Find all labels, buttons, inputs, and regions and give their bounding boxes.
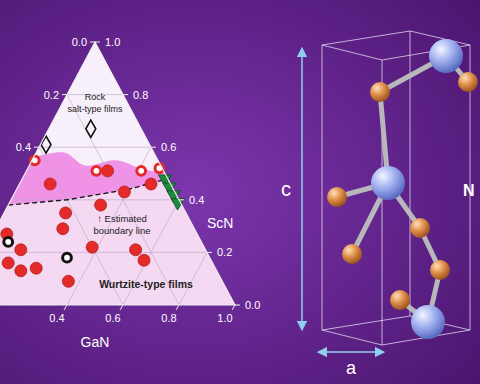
grid-line [11,199,179,200]
grid-line [0,252,207,253]
tick-label: 0.6 [105,312,120,324]
tick-label: 0.8 [133,89,148,101]
data-point [86,241,98,253]
atom-large [411,305,445,339]
tick [151,147,156,148]
cell-edge [322,316,410,330]
data-point [171,199,184,210]
data-point [95,199,107,211]
background [0,0,480,384]
data-point [4,237,13,246]
tick [123,94,128,95]
tick-label: 0.4 [49,312,64,324]
data-point [145,178,157,190]
tick-label: 0.2 [44,89,59,101]
data-point [138,254,150,266]
data-point [63,253,72,262]
axis-left: 0.0 0.2 0.4 [16,36,95,153]
data-point [92,166,101,175]
tick-label: 1.0 [217,312,232,324]
boundary-line [8,179,168,205]
label: N [463,182,475,199]
data-point [130,244,142,256]
axis-title: ScN [207,215,233,231]
tick [207,252,212,253]
c-arrow [301,52,303,326]
annotation: Wurtzite-type films [99,278,193,290]
tick-label: 0.6 [161,141,176,153]
data-point [30,262,42,274]
tick-label: 1.0 [105,36,120,48]
wurtzite-region [0,42,235,305]
data-point [118,186,130,198]
tick [235,305,240,306]
cell-edge [322,45,323,330]
plot-area [0,42,235,305]
tick [232,305,235,310]
data-point [86,120,96,137]
cell-edge [322,330,382,345]
cell-edge [322,45,382,60]
axes: 0.00.20.40.60.81.00.40.60.81.00.00.20.4S… [0,36,260,350]
data-point [57,223,69,235]
axis-title: GaN [81,334,110,350]
data-point [102,165,114,177]
cell-edge [322,31,410,45]
tick [179,199,184,200]
atom-small [458,72,478,92]
crystal-structure: c a N [281,31,478,378]
grid-line [67,95,179,305]
data-point [62,275,74,287]
tick-label: 0.0 [72,36,87,48]
atom-small [327,187,347,207]
annotation: Rock [85,92,106,102]
tick-label: 0.8 [161,312,176,324]
data-point [2,257,14,269]
axis-right: 0.0 0.2 0.4 0.6 0.8 1.0 [95,36,260,311]
tick [34,147,39,148]
tick-label: 0.4 [16,141,31,153]
annotation: ↑ Estimated [97,213,147,224]
tick [120,305,123,310]
data-point [41,136,51,153]
atom-small [390,290,410,310]
tick [95,42,100,43]
tick-label: 0.2 [217,246,232,258]
data-point [15,244,27,256]
grid [0,95,207,305]
label: a [346,358,357,378]
tick-label: 0.0 [245,299,260,311]
tick [176,305,179,310]
data-point [60,207,72,219]
atom-large [371,166,405,200]
label: c [281,178,291,200]
atom-small [430,260,450,280]
tick-label: 0.4 [189,194,204,206]
tick [90,42,95,43]
atom-large [429,39,463,73]
axis-line [0,42,235,305]
points [1,120,184,287]
annotations: Rock salt-type films ↑ Estimatedboundary l… [67,92,193,290]
tick [64,305,67,310]
atom-small [410,218,430,238]
annotation: boundary line [93,225,150,236]
tick [62,94,67,95]
data-point [44,178,56,190]
data-point [137,166,146,175]
atom-small [370,82,390,102]
data-point [15,265,27,277]
a-arrow [322,351,380,353]
axis-bottom: 0.4 0.6 0.8 1.0 [49,305,235,324]
atom-small [342,244,362,264]
annotation: salt-type films [67,104,123,114]
